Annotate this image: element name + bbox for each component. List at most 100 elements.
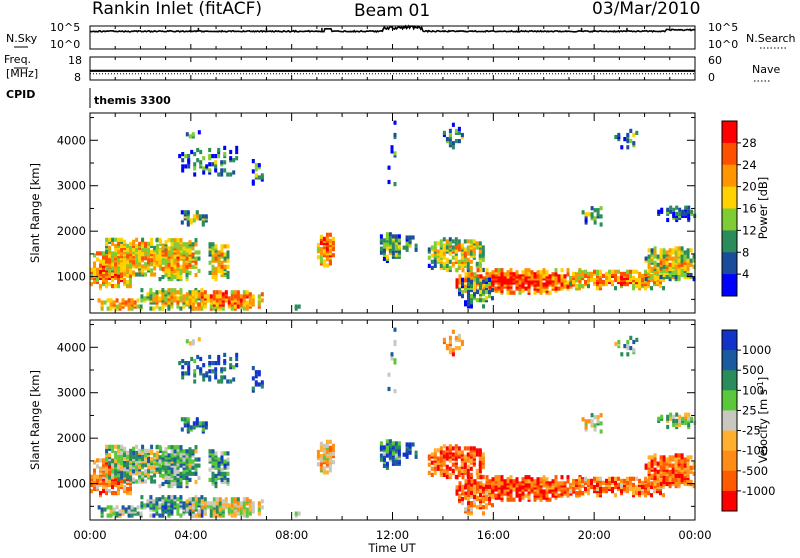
power-cell xyxy=(485,277,488,282)
velocity-cell xyxy=(96,464,99,469)
power-cell xyxy=(614,277,617,283)
power-cell xyxy=(451,141,455,146)
power-cell xyxy=(382,238,386,243)
power-cell xyxy=(442,255,446,260)
power-cell xyxy=(138,258,142,263)
velocity-cell xyxy=(170,473,174,478)
velocity-cell xyxy=(578,491,581,496)
power-cell xyxy=(167,238,171,243)
velocity-cell xyxy=(173,475,177,480)
power-cell xyxy=(197,256,201,261)
power-cell xyxy=(191,242,195,247)
power-cell xyxy=(653,260,657,265)
power-cell xyxy=(518,290,522,295)
power-cell xyxy=(542,288,546,293)
power-cell xyxy=(397,248,401,253)
colorbar-tick-label: 20 xyxy=(742,180,757,194)
power-cell xyxy=(560,274,564,279)
velocity-cell xyxy=(593,423,597,428)
velocity-cell xyxy=(665,457,669,462)
velocity-cell xyxy=(111,463,115,468)
velocity-cell xyxy=(656,461,660,466)
power-cell xyxy=(605,271,608,276)
power-cell xyxy=(678,211,682,216)
power-cell xyxy=(500,282,504,287)
power-cell xyxy=(460,249,464,254)
power-cell xyxy=(164,268,168,273)
power-cell xyxy=(135,258,139,263)
velocity-cell xyxy=(251,376,255,381)
power-cell xyxy=(152,306,156,311)
velocity-cell xyxy=(196,365,200,370)
velocity-cell xyxy=(209,501,213,506)
power-cell xyxy=(297,304,301,309)
power-cell xyxy=(158,306,162,311)
velocity-cell xyxy=(170,484,174,489)
velocity-cell xyxy=(96,474,99,479)
power-cell xyxy=(158,290,162,295)
power-cell xyxy=(650,274,654,280)
power-cell xyxy=(215,302,219,307)
velocity-cell xyxy=(141,471,145,476)
power-cell xyxy=(141,264,145,269)
velocity-cell xyxy=(521,485,525,490)
power-cell xyxy=(111,284,114,289)
velocity-cell xyxy=(448,448,452,453)
freq-tick-bottom: 8 xyxy=(74,71,81,84)
velocity-cell xyxy=(214,473,218,478)
velocity-cell xyxy=(478,468,482,473)
velocity-cell xyxy=(390,356,394,361)
power-cell xyxy=(614,286,617,291)
power-cell xyxy=(668,256,672,261)
velocity-cell xyxy=(150,444,154,449)
velocity-cell xyxy=(325,439,329,444)
power-cell xyxy=(197,130,201,135)
power-cell xyxy=(388,244,392,249)
power-cell xyxy=(99,269,102,274)
velocity-cell xyxy=(200,513,204,518)
power-cell xyxy=(442,247,446,252)
velocity-cell xyxy=(671,477,675,482)
power-cell xyxy=(325,251,329,256)
velocity-cell xyxy=(176,503,180,508)
velocity-cell xyxy=(599,476,602,481)
power-cell xyxy=(602,279,605,285)
velocity-cell xyxy=(442,472,446,477)
power-cell xyxy=(111,266,115,271)
power-cell xyxy=(220,248,224,253)
power-cell xyxy=(472,253,476,258)
velocity-cell xyxy=(524,475,528,480)
power-cell xyxy=(114,247,118,253)
cpid-value: themis 3300 xyxy=(94,94,171,107)
velocity-cell xyxy=(126,473,130,478)
power-cell xyxy=(191,306,195,311)
velocity-cell xyxy=(482,483,486,488)
velocity-cell xyxy=(316,462,320,467)
velocity-cell xyxy=(466,468,470,473)
power-cell xyxy=(153,266,157,271)
velocity-cell xyxy=(488,484,491,489)
power-cell xyxy=(185,292,189,297)
power-cell xyxy=(675,211,679,216)
power-cell xyxy=(123,266,127,271)
velocity-cell xyxy=(179,445,183,450)
velocity-cell xyxy=(575,491,578,496)
power-cell xyxy=(593,269,596,274)
velocity-cell xyxy=(208,354,212,360)
power-cell xyxy=(448,265,452,270)
velocity-cell xyxy=(455,491,459,496)
power-cell xyxy=(226,264,230,269)
power-cell xyxy=(596,286,599,291)
velocity-cell xyxy=(170,495,174,500)
power-cell xyxy=(611,279,614,285)
velocity-cell xyxy=(632,339,636,345)
power-cell xyxy=(379,250,383,255)
velocity-cell xyxy=(127,513,131,518)
power-cell xyxy=(457,139,461,144)
velocity-cell xyxy=(430,472,434,477)
power-cell xyxy=(105,249,109,255)
velocity-cell xyxy=(442,454,446,459)
colorbar-tick-label: 100 xyxy=(742,383,764,397)
velocity-cell xyxy=(457,446,461,451)
